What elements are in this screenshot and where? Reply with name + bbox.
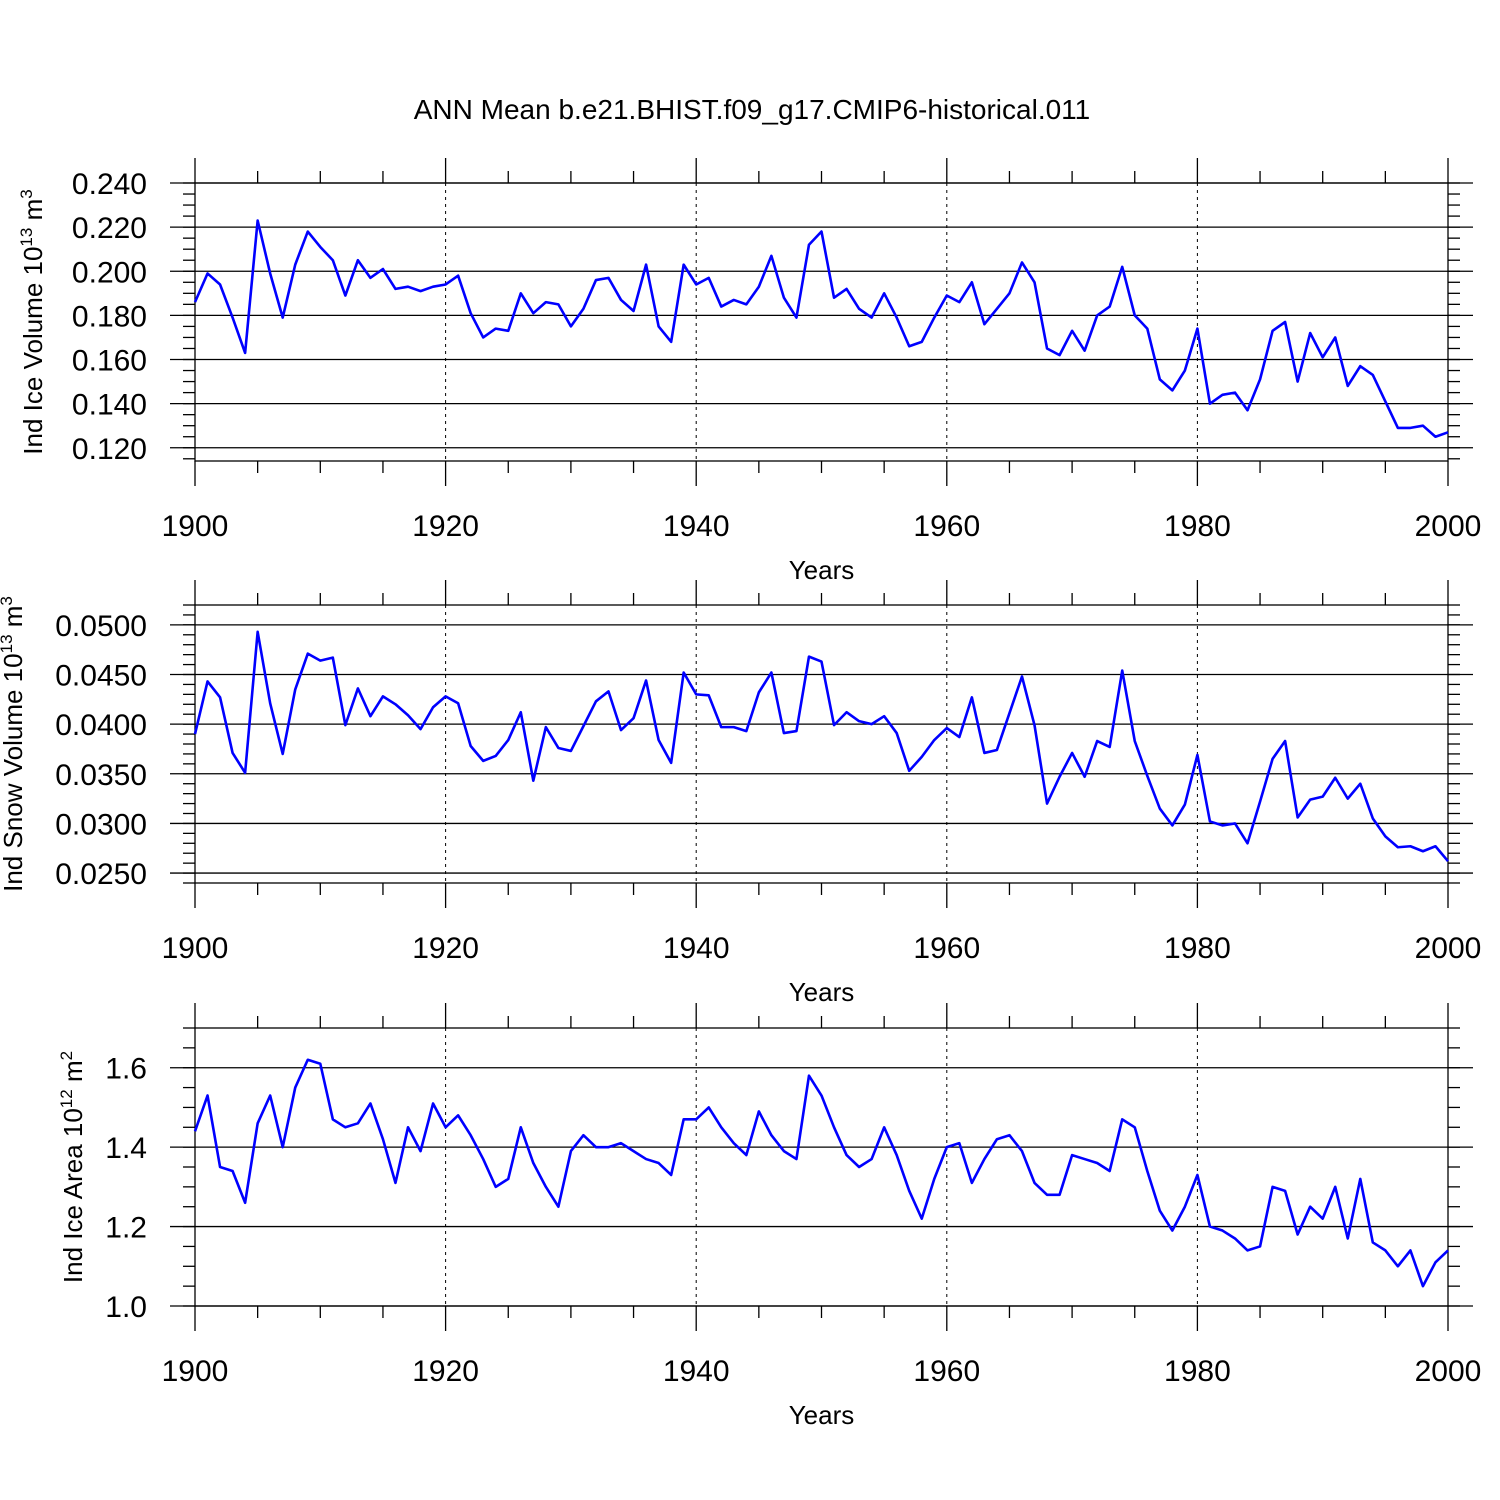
plot-frame <box>194 1027 1449 1307</box>
y-tick-label: 0.220 <box>72 212 147 245</box>
x-tick-label: 1960 <box>913 510 980 543</box>
y-tick-label: 0.0350 <box>55 759 147 792</box>
y-axis-label: Ind Snow Volume 1013 m3 <box>0 596 28 892</box>
x-axis-label: Years <box>789 1400 855 1430</box>
x-tick-label: 1900 <box>162 510 229 543</box>
x-tick-label: 1980 <box>1164 932 1231 965</box>
x-tick-label: 1900 <box>162 1355 229 1388</box>
panel-ice-area: 1900 1920 1940 1960 1980 2000 Years 1.0 1.2 1.4 1.… <box>57 1003 1481 1430</box>
x-tick-label: 1940 <box>663 1355 730 1388</box>
y-tick-label: 0.180 <box>72 300 147 333</box>
x-tick-label: 1960 <box>913 1355 980 1388</box>
y-axis-label: Ind Ice Area 1012 m2 <box>57 1051 88 1283</box>
x-tick-label: 2000 <box>1415 932 1482 965</box>
series-line <box>193 219 1449 439</box>
figure-title: ANN Mean b.e21.BHIST.f09_g17.CMIP6-histo… <box>414 94 1090 125</box>
y-tick-label: 0.200 <box>72 256 147 289</box>
x-tick-label: 1940 <box>663 932 730 965</box>
y-axis-label: Ind Ice Volume 1013 m3 <box>17 189 48 454</box>
y-tick-label: 0.140 <box>72 389 147 422</box>
x-tick-label: 2000 <box>1415 510 1482 543</box>
series-line <box>193 630 1449 862</box>
y-tick-label: 0.0400 <box>55 709 147 742</box>
y-tick-label: 0.0500 <box>55 610 147 643</box>
y-tick-label: 0.240 <box>72 168 147 201</box>
y-tick-label: 1.6 <box>105 1053 147 1086</box>
x-axis-label: Years <box>789 977 855 1007</box>
y-tick-label: 0.0300 <box>55 808 147 841</box>
y-tick-label: 0.120 <box>72 433 147 466</box>
panel-snow-volume: 1900 1920 1940 1960 1980 2000 Years 0.0250 0.030… <box>0 580 1481 1007</box>
x-tick-label: 1920 <box>412 510 479 543</box>
x-tick-label: 1920 <box>412 1355 479 1388</box>
y-tick-label: 1.4 <box>105 1132 147 1165</box>
x-tick-label: 1900 <box>162 932 229 965</box>
y-tick-label: 1.0 <box>105 1291 147 1324</box>
x-tick-label: 1960 <box>913 932 980 965</box>
x-tick-label: 1940 <box>663 510 730 543</box>
y-tick-label: 0.0450 <box>55 660 147 693</box>
panel-ice-volume: 1900 1920 1940 1960 1980 2000 Years 0.120 0.140 0… <box>17 158 1481 585</box>
plot-frame <box>194 604 1449 884</box>
y-tick-label: 0.160 <box>72 345 147 378</box>
x-axis-label: Years <box>789 555 855 585</box>
x-tick-label: 1920 <box>412 932 479 965</box>
y-tick-label: 1.2 <box>105 1212 147 1245</box>
x-tick-label: 2000 <box>1415 1355 1482 1388</box>
x-tick-label: 1980 <box>1164 1355 1231 1388</box>
x-tick-label: 1980 <box>1164 510 1231 543</box>
plot-frame <box>194 182 1449 462</box>
series-line <box>193 1058 1449 1288</box>
y-tick-label: 0.0250 <box>55 858 147 891</box>
